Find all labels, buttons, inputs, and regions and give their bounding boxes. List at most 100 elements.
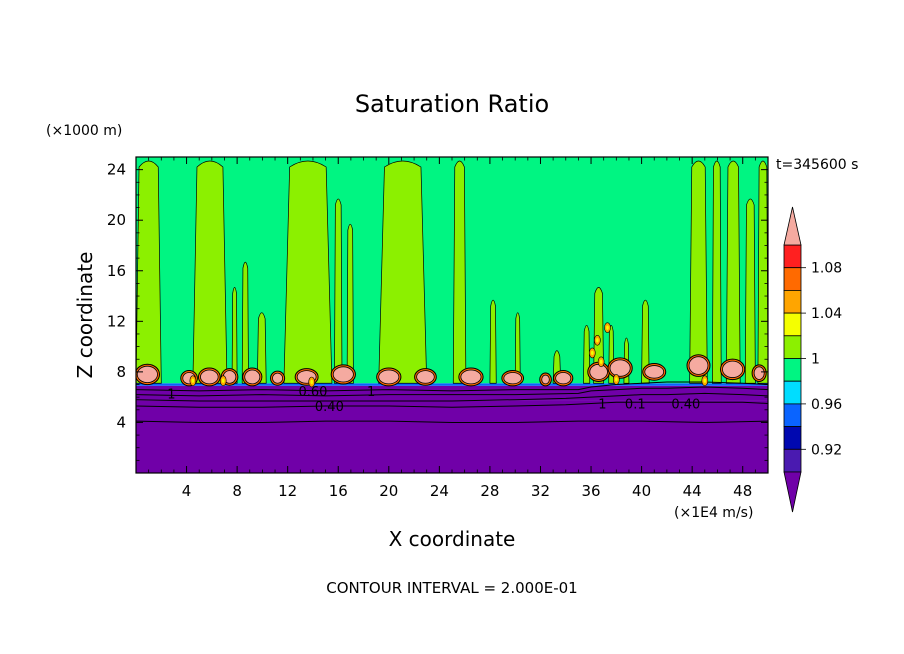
high-saturation-blob [555,372,572,385]
chart-title: Saturation Ratio [355,90,549,118]
contour-label: 0.40 [315,400,344,415]
high-saturation-blob [609,359,631,377]
y-axis: 4 8 12 16 20 24 [107,161,768,461]
contour-labels: 0.600.40 0.401 11 0.1 [167,385,700,415]
base-layer [136,383,768,386]
supersat-column [346,223,354,384]
colorbar-label: 1.08 [811,261,842,277]
colorbar-segment [783,448,802,473]
high-saturation-blob [272,372,284,384]
high-saturation-blob [541,374,550,385]
high-saturation-blob [332,366,354,383]
colorbar-segment [783,267,802,291]
high-saturation-blob [460,369,482,385]
supersat-column [334,198,343,384]
y-tick-label: 12 [107,312,126,330]
colorbar-label: 0.96 [811,397,842,413]
x-tick-label: 20 [379,482,398,500]
yellow-spot [703,378,707,383]
high-saturation-blob [722,360,744,378]
x-tick-label: 24 [430,482,449,500]
high-saturation-blob [688,356,709,375]
high-saturation-blob [753,366,765,380]
colorbar-segment [783,403,802,427]
y-tick-label: 24 [107,161,126,179]
yellow-spot [221,378,225,383]
x-tick-label: 4 [182,482,192,500]
contour-lines [136,381,768,423]
supersat-column [689,160,708,384]
x-tick-label: 48 [733,482,752,500]
colorbar-segment [783,426,802,450]
base-layer [136,400,768,473]
colorbar-label: 1.04 [811,306,842,322]
yellow-spot [591,350,594,356]
contour-line [136,386,768,397]
yellow-spot [599,359,603,364]
contour-label: 1 [367,385,375,400]
contour-label: 1 [167,387,175,402]
time-label: t=345600 s [776,157,858,173]
x-axis: 4 8 12 16 20 24 28 32 36 40 44 48 [148,157,756,500]
high-saturation-blob [644,365,665,379]
colorbar-segment [783,289,802,314]
supersat-column [725,160,741,384]
contour-interval-note: CONTOUR INTERVAL = 2.000E-01 [326,579,577,597]
x-axis-label: X coordinate [389,527,516,551]
supersat-column [378,160,428,384]
base-layers [136,157,768,473]
y-tick-label: 4 [116,413,126,431]
supersat-column [283,160,333,384]
yellow-spot [606,325,609,330]
high-saturation-blobs [136,354,767,387]
x-unit-label: (×1E4 m/s) [674,505,753,521]
colorbar-bottom-arrow [783,471,802,513]
colorbar-segment [783,312,802,337]
supersat-column [256,312,267,384]
colorbar-segment [783,380,802,405]
high-saturation-blob [244,369,261,385]
x-tick-label: 32 [531,482,550,500]
supersaturation-columns [136,160,768,384]
x-tick-label: 44 [683,482,702,500]
contour-line [136,420,768,423]
y-unit-label: (×1000 m) [46,123,122,139]
contour-line [136,381,768,392]
supersat-column [744,198,756,384]
x-tick-label: 16 [329,482,348,500]
colorbar: 1.08 1.04 1 0.96 0.92 [783,206,842,513]
x-tick-label: 36 [581,482,600,500]
yellow-spot [310,379,313,385]
x-tick-label: 8 [232,482,242,500]
yellow-spot [596,338,599,343]
contour-line [136,392,768,402]
supersat-column [757,160,768,384]
yellow-spot [191,378,195,383]
supersat-column [192,160,228,384]
supersat-column [136,160,162,384]
colorbar-label: 0.92 [811,442,842,458]
x-tick-label: 28 [480,482,499,500]
contour-line [136,401,768,408]
high-saturation-blob [589,363,608,380]
high-saturation-blob [200,369,219,385]
x-tick-label: 12 [278,482,297,500]
contour-label: 0.40 [671,397,700,412]
y-tick-label: 8 [116,363,126,381]
colorbar-label: 1 [811,352,820,368]
supersat-column [241,261,249,384]
supersat-column [489,299,497,384]
base-layer [136,157,768,384]
contour-label: 1 [598,397,606,412]
contour-label: 0.60 [298,385,327,400]
supersat-column [641,299,650,384]
orange-spots [189,322,709,388]
high-saturation-blob [136,365,158,384]
y-tick-label: 16 [107,262,126,280]
y-tick-label: 20 [107,211,126,229]
high-saturation-blob [378,369,400,385]
colorbar-top-arrow [783,206,802,246]
supersat-column [712,160,722,384]
plot-area [136,157,768,473]
x-tick-label: 40 [632,482,651,500]
